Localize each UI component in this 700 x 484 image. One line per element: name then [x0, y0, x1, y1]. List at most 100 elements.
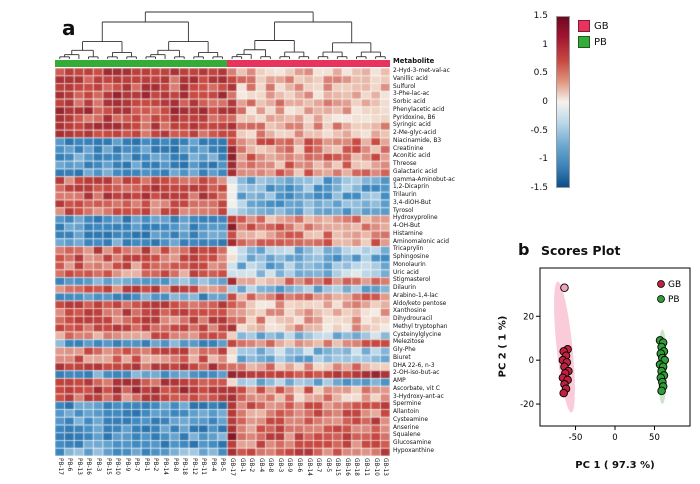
sample-label: GB-10: [372, 458, 379, 476]
metabolite-label: Uric acid: [393, 269, 419, 276]
legend-label-gb: GB: [668, 280, 681, 290]
metabolite-label: Niacinamide, B3: [393, 137, 442, 144]
sample-label: GB-8: [267, 458, 274, 473]
metabolite-header: Metabolite: [393, 57, 435, 65]
metabolite-label: Aldo/keto pentose: [393, 300, 447, 307]
sample-label: PB-12: [190, 458, 197, 475]
metabolite-label: gamma-Aminobut-ac: [393, 176, 455, 183]
sample-label: PB-17: [56, 458, 63, 475]
group-legend: GB PB: [578, 20, 609, 52]
y-tick-label: 0: [529, 356, 534, 366]
colorbar-tick-label: -1: [539, 154, 548, 165]
sample-label: PB-9: [123, 458, 130, 472]
metabolite-label: Hydroxyproline: [393, 215, 438, 222]
group-legend-row: PB: [578, 36, 609, 48]
sample-label: PB-5: [219, 458, 226, 472]
sample-label: PB-13: [75, 458, 82, 475]
metabolite-label: Biuret: [393, 354, 411, 361]
x-tick-label: 50: [649, 433, 660, 443]
sample-label: PB-7: [133, 458, 140, 472]
colorbar-tick-label: -0.5: [530, 125, 548, 136]
metabolite-label: Pyridoxine, B6: [393, 114, 436, 121]
gb-point: [559, 388, 568, 398]
metabolite-label: Cysteamine: [393, 416, 428, 423]
metabolite-label: Hypoxanthine: [393, 447, 434, 454]
metabolite-label: 2-OH-iso-but-ac: [393, 370, 440, 377]
y-axis-label: PC 2 ( 1 %): [497, 315, 509, 378]
metabolite-label: Sphingosine: [393, 254, 429, 260]
metabolite-label: 2-Hyd-3-met-val-ac: [393, 68, 450, 74]
sample-label: PB-1: [142, 458, 149, 472]
sample-label: PB-8: [171, 458, 178, 472]
sample-label: PB-15: [104, 458, 111, 475]
metabolite-label: Syringic acid: [393, 122, 431, 129]
metabolite-label: Galactaric acid: [393, 168, 437, 175]
color-scale-ticks: 1.5 1 0.5 0 -0.5 -1 -1.5: [508, 11, 552, 193]
metabolite-label: Vanillic acid: [393, 75, 428, 82]
metabolite-label: Ascorbate, vit C: [393, 385, 440, 392]
sample-label: PB-6: [66, 458, 73, 472]
metabolite-label: 4-OH-But: [393, 223, 421, 229]
metabolite-label: Histamine: [393, 230, 423, 237]
sample-label: GB-11: [362, 458, 369, 476]
metabolite-label: Trilaurin: [393, 192, 417, 198]
sample-label: GB-1: [238, 458, 245, 473]
y-tick-label: 20: [523, 312, 534, 322]
legend-label-pb: PB: [668, 295, 680, 305]
legend-dot-gb: [657, 280, 665, 288]
metabolite-label: 3-Phe-lac-ac: [393, 91, 430, 98]
panel-a-label: a: [62, 16, 76, 40]
sample-label: GB-5: [324, 458, 331, 473]
group-legend-row: GB: [578, 20, 609, 32]
sample-label: GB-6: [295, 458, 302, 473]
metabolite-label: Allantoin: [393, 409, 419, 415]
metabolite-label: Stigmasterol: [393, 277, 431, 284]
sample-label: PB-16: [85, 458, 92, 475]
metabolite-labels: 2-Hyd-3-met-val-ac Vanillic acid Sulfurol 3…: [393, 68, 468, 456]
sample-label: GB-16: [343, 458, 350, 476]
metabolite-label: Tyrosol: [393, 207, 414, 214]
group-label-gb: GB: [594, 20, 609, 32]
metabolite-label: Gly-Phe: [393, 347, 416, 353]
metabolite-label: Sorbic acid: [393, 99, 426, 105]
metabolite-label: Creatinine: [393, 145, 424, 152]
sample-label: GB-9: [286, 458, 293, 473]
sample-label: GB-7: [315, 458, 322, 473]
sample-label: GB-17: [228, 458, 235, 476]
y-tick-label: -20: [520, 400, 534, 410]
metabolite-label: Anserine: [393, 424, 419, 431]
metabolite-label: AMP: [393, 378, 406, 384]
sample-label: PB-18: [181, 458, 188, 475]
x-tick-label: 0: [612, 433, 617, 443]
sample-label: GB-14: [305, 458, 312, 476]
pb-point: [657, 386, 666, 396]
metabolite-label: Tricaprylin: [393, 246, 424, 253]
group-swatch-pb: [578, 36, 590, 48]
gb-point: [560, 283, 569, 293]
metabolite-label: 2-Me-glyc-acid: [393, 130, 437, 136]
scores-plot-title: Scores Plot: [541, 243, 621, 258]
metabolite-label: Aminomalonic acid: [393, 238, 450, 245]
metabolite-label: Monolaurin: [393, 261, 426, 268]
legend-dot-pb: [657, 295, 665, 303]
colorbar-tick-label: 0: [542, 97, 548, 107]
sample-label: PB-2: [152, 458, 159, 472]
metabolite-label: Spermine: [393, 401, 422, 408]
metabolite-label: Melezitose: [393, 339, 425, 346]
group-swatch-gb: [578, 20, 590, 32]
metabolite-label: 3,4-diOH-But: [393, 199, 431, 206]
x-tick-label: -50: [569, 433, 583, 443]
colorbar-tick-label: 1: [542, 39, 548, 50]
sample-label: PB-3: [94, 458, 101, 472]
metabolite-label: Aconitic acid: [393, 153, 431, 160]
metabolite-label: Arabino-1,4-lac: [393, 292, 438, 299]
metabolite-label: Dilaurin: [393, 285, 416, 291]
metabolite-label: Squalene: [393, 432, 421, 439]
metabolite-label: Cysteinylglycine: [393, 331, 442, 338]
sample-labels: PB-17 PB-6 PB-13 PB-16 PB-3 PB-15 PB-10 PB-9 PB-…: [55, 458, 390, 484]
sample-label: GB-13: [382, 458, 389, 476]
colorbar-tick-label: -1.5: [530, 183, 548, 193]
sample-label: GB-18: [353, 458, 360, 476]
sample-label: GB-2: [248, 458, 255, 473]
